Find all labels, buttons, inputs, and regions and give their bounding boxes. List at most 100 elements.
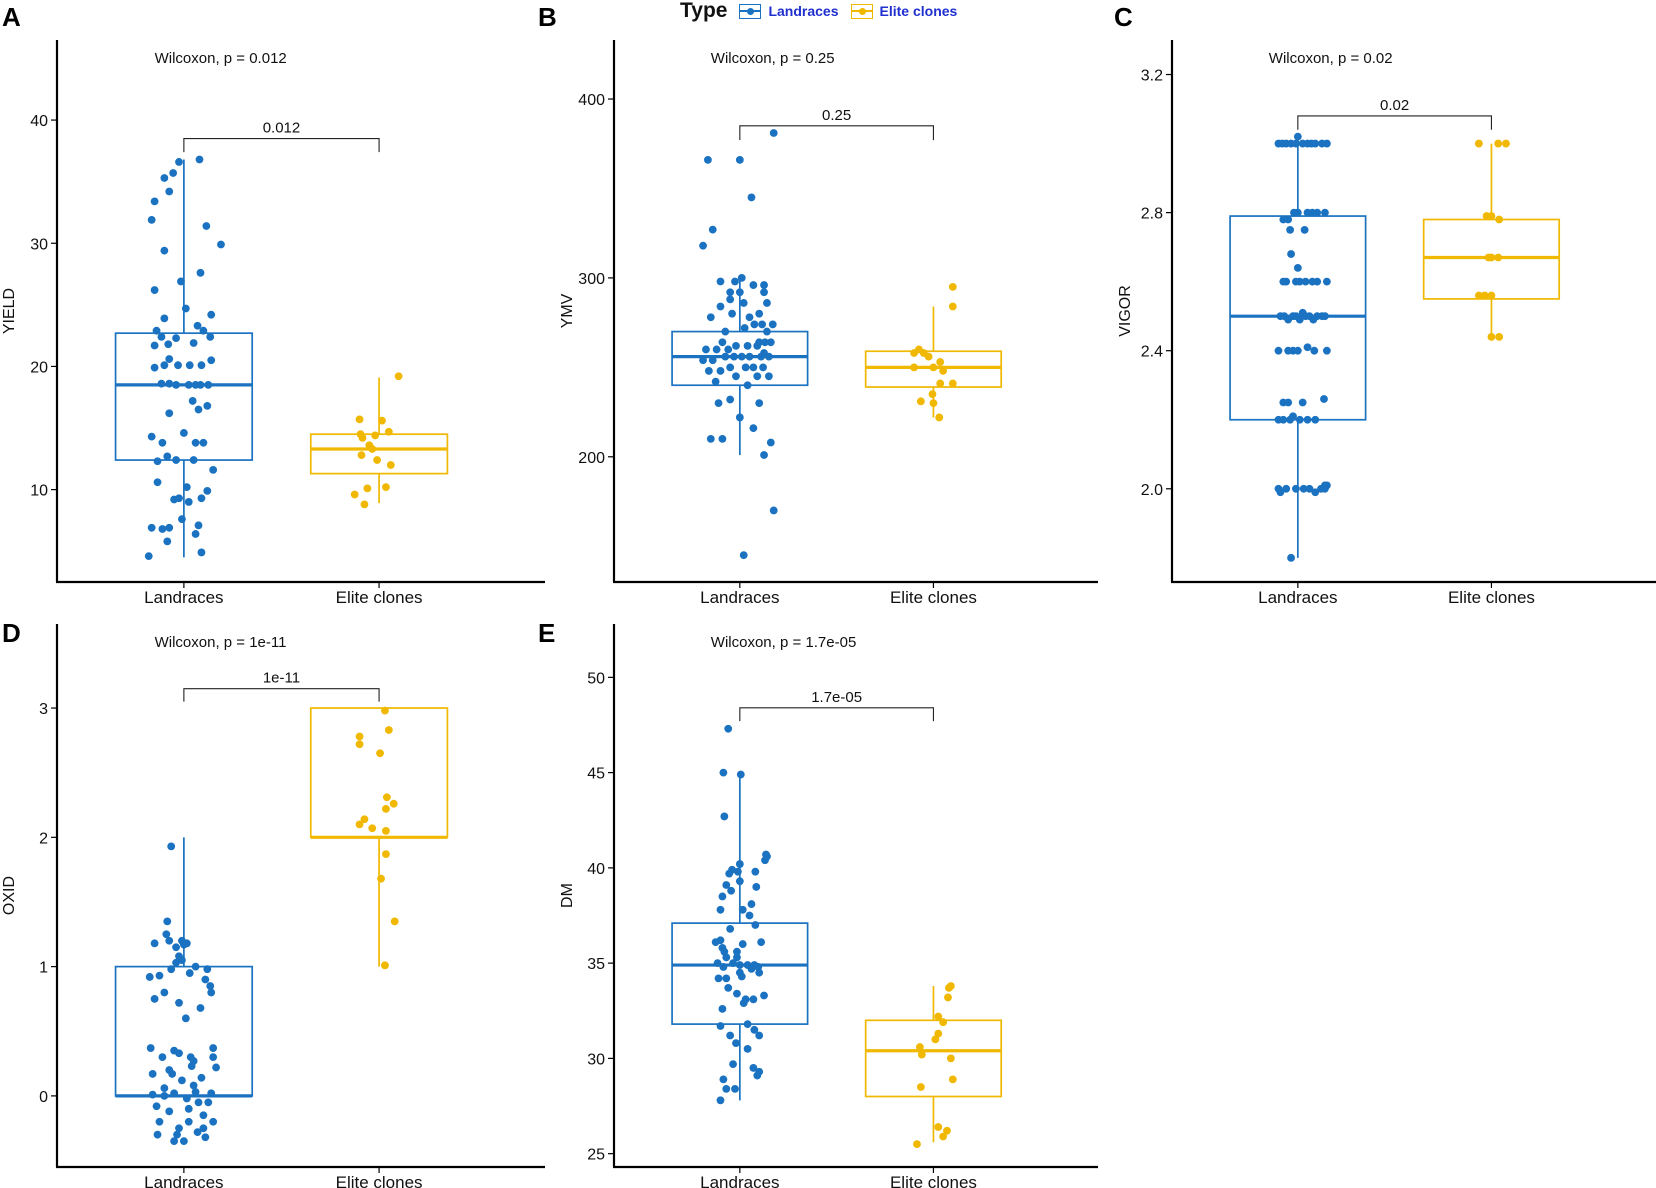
panel-c-landraces-data-point [1310,346,1319,355]
panel-e-elite-clones-data-point [915,1043,924,1051]
panel-c-landraces-data-point [1284,215,1293,224]
panel-a-landraces-data-point [188,397,197,405]
panel-d-landraces-data-point [212,1063,220,1072]
panel-a-landraces-data-point [217,240,225,249]
panel-d-landraces-data-point [150,995,159,1003]
panel-e-x-tick-label: Landraces [700,1173,779,1188]
panel-b-landraces-data-point [732,341,740,350]
panel-a-landraces-data-point [207,310,216,319]
panel-e-landraces-data-point [752,883,761,891]
panel-b-landraces-data-point [716,367,725,375]
panel-d-landraces-data-point [191,962,200,971]
panel-d-landraces-box [114,965,254,1097]
panel-d-elite-clones-data-point [355,820,364,829]
panel-e-landraces-data-point [725,869,734,878]
panel-d-landraces-data-point [194,1098,203,1107]
panel-a-landraces-data-point [177,277,185,286]
panel-a-landraces-data-point [172,334,180,342]
panel-a-landraces-data-point [147,215,156,224]
panel-c-landraces-data-point [1322,139,1331,148]
panel-c-landraces-data-point [1293,132,1302,141]
panel-b-bracket [739,125,934,141]
panel-e-landraces-data-point [735,961,744,969]
panel-e-landraces-data-point [716,1022,725,1030]
panel-e-landraces-data-point [726,1031,735,1040]
panel-c-y-tick-label: 2.0 [1141,482,1163,499]
panel-d-elite-clones-data-point [381,706,389,715]
panel-c-landraces-data-point [1322,346,1331,355]
panel-a-landraces-data-point [202,222,211,230]
panel-a-landraces-data-point [207,356,216,365]
panel-c-elite-clones-data-point [1495,215,1504,224]
panel-b-landraces-data-point [724,345,733,354]
panel-a-landraces-data-point [158,525,167,533]
panel-b-landraces-data-point [749,424,758,433]
panel-b-landraces-data-point [763,299,771,307]
panel-a-landraces-data-point [172,456,180,464]
panel-c-landraces-data-point [1274,346,1283,355]
panel-b-elite-clones-data-point [928,390,937,399]
panel-a-landraces-data-point [184,381,193,389]
panel-b-bracket-label: 0.25 [822,107,851,124]
panel-d-landraces-data-point [207,988,216,997]
panel-d-y-tick-label: 1 [39,960,48,977]
panel-d-landraces-data-point [155,971,164,980]
panel-d-elite-clones-data-point [381,961,389,970]
panel-d-landraces-data-point [209,1044,218,1052]
panel-a-landraces-box [114,332,254,461]
panel-b-landraces-data-point [760,349,768,357]
panel-a-landraces-data-point [194,405,203,414]
panel-a-landraces-data-point [197,548,206,557]
panel-d-y-tick-label: 2 [39,830,48,847]
panel-e-landraces-data-point [751,921,760,929]
panel-b-landraces-data-point [728,309,736,318]
panel-b-landraces-data-point [760,281,768,289]
panel-b-elite-clones-data-point [919,349,928,357]
panel-e-elite-clones-data-point [943,1126,951,1135]
panel-d-elite-clones-data-point [390,917,399,926]
panel-b-landraces-data-point [708,225,717,234]
panel-d-y-axis-label: OXID [1,876,18,915]
panel-b-elite-clones-data-point [929,363,938,372]
panel-a-landraces-data-point [160,314,169,323]
panel-a-landraces-data-point [204,381,213,389]
panel-c-y-axis-label: VIGOR [1117,285,1134,337]
panel-a-y-tick-label: 10 [30,483,48,500]
panel-d-landraces-data-point [197,1073,206,1082]
panel-a-landraces-data-point [150,286,159,294]
panel-d-landraces-data-point [170,1046,179,1055]
panel-d-landraces-data-point [152,1102,161,1111]
panel-e-landraces-data-point [711,938,720,947]
panel-d-landraces-data-point [146,1044,155,1052]
panel-b-landraces-data-point [759,363,767,372]
panel-a-landraces-data-point [174,361,182,370]
panel-a-landraces-data-point [196,381,205,389]
panel-b-elite-clones-data-point [929,399,938,408]
panel-e-landraces-data-point [731,1084,739,1093]
panel-e-landraces-data-point [724,724,733,733]
panel-d-elite-clones-data-point [382,850,390,859]
panel-b-y-axis-label: YMV [559,293,576,328]
panel-b-y-tick-label: 300 [578,271,605,288]
panel-a-elite-clones-data-point [350,490,359,499]
panel-a-elite-clones-data-point [368,445,377,453]
panel-a-landraces-data-point [181,304,190,313]
panel-c-elite-clones-data-point [1502,139,1510,148]
panel-e-landraces-data-point [716,905,725,914]
panel-b-landraces-data-point [747,193,756,202]
panel-a-landraces-data-point [165,379,174,388]
panel-c-y-tick-label: 3.2 [1141,68,1163,85]
panel-d-elite-clones-data-point [384,726,393,734]
legend-item-elite-clones: Elite clones [850,3,957,19]
panel-e-y-tick-label: 35 [587,956,605,973]
panel-d-landraces-data-point [181,1014,190,1023]
panel-d-landraces-data-point [160,988,169,997]
panel-b-landraces-data-point [745,352,754,361]
panel-e-landraces-data-point [716,1096,725,1105]
panel-a-landraces-data-point [206,332,215,341]
panel-e-landraces-data-point [733,989,741,998]
panel-d-landraces-data-point [160,1084,169,1093]
panel-c-landraces-data-point [1286,225,1294,234]
panel-b-landraces-data-point [716,302,725,311]
